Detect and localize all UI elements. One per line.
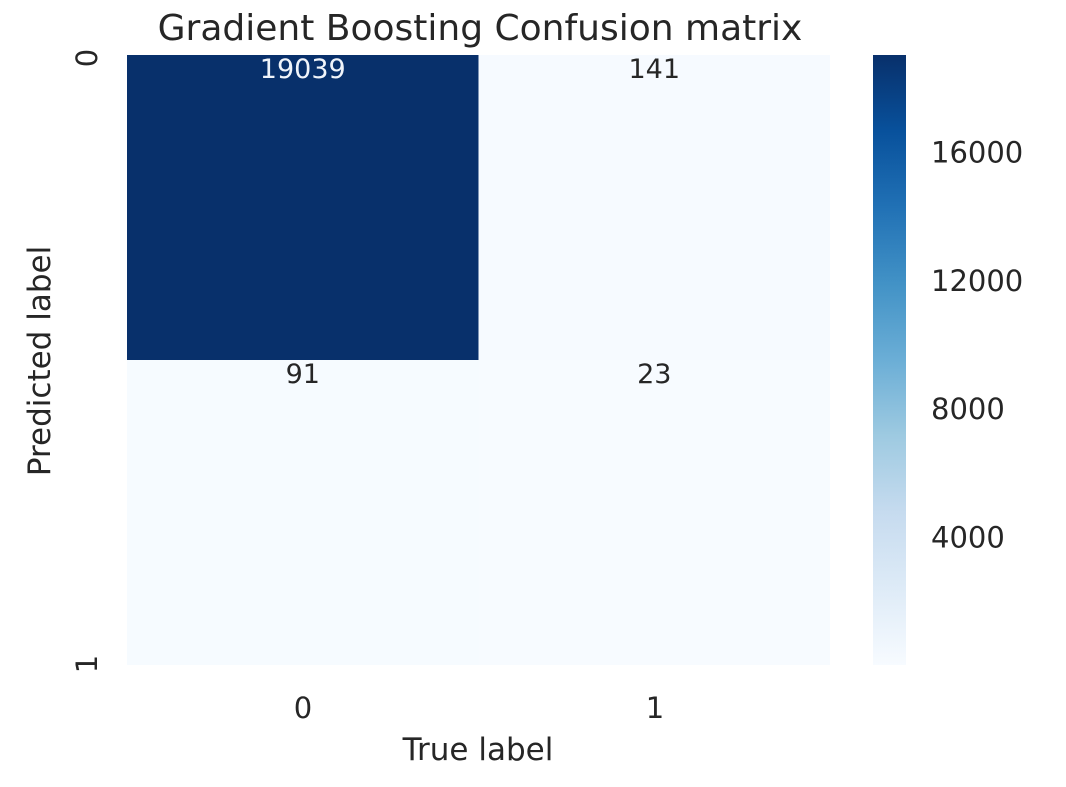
cell-value-0-1: 141 — [628, 54, 680, 85]
colorbar-ticks: 4000 8000 12000 16000 — [931, 135, 1023, 554]
colorbar — [873, 55, 906, 665]
chart-title: Gradient Boosting Confusion matrix — [158, 8, 803, 49]
colorbar-tick-label-16000: 16000 — [931, 135, 1023, 169]
heatmap-cell-1-1 — [478, 360, 830, 665]
heatmap-cell-0-1 — [478, 55, 830, 360]
cell-value-1-0: 91 — [286, 359, 320, 390]
colorbar-tick-label-4000: 4000 — [931, 520, 1005, 554]
y-tick-label-0: 0 — [70, 49, 104, 67]
colorbar-tick-label-8000: 8000 — [931, 392, 1005, 426]
cell-value-0-0: 19039 — [260, 54, 346, 85]
heatmap-cells — [127, 55, 830, 665]
cell-value-1-1: 23 — [637, 359, 671, 390]
cell-value-labels: 19039 141 91 23 — [260, 54, 680, 390]
x-axis-label: True label — [402, 732, 554, 768]
y-axis-label: Predicted label — [22, 246, 58, 476]
heatmap-cell-0-0 — [127, 55, 479, 360]
x-tick-label-0: 0 — [294, 691, 312, 725]
colorbar-tick-label-12000: 12000 — [931, 264, 1023, 298]
y-tick-label-1: 1 — [70, 655, 104, 673]
heatmap-cell-1-0 — [127, 360, 479, 665]
x-tick-label-1: 1 — [646, 691, 664, 725]
